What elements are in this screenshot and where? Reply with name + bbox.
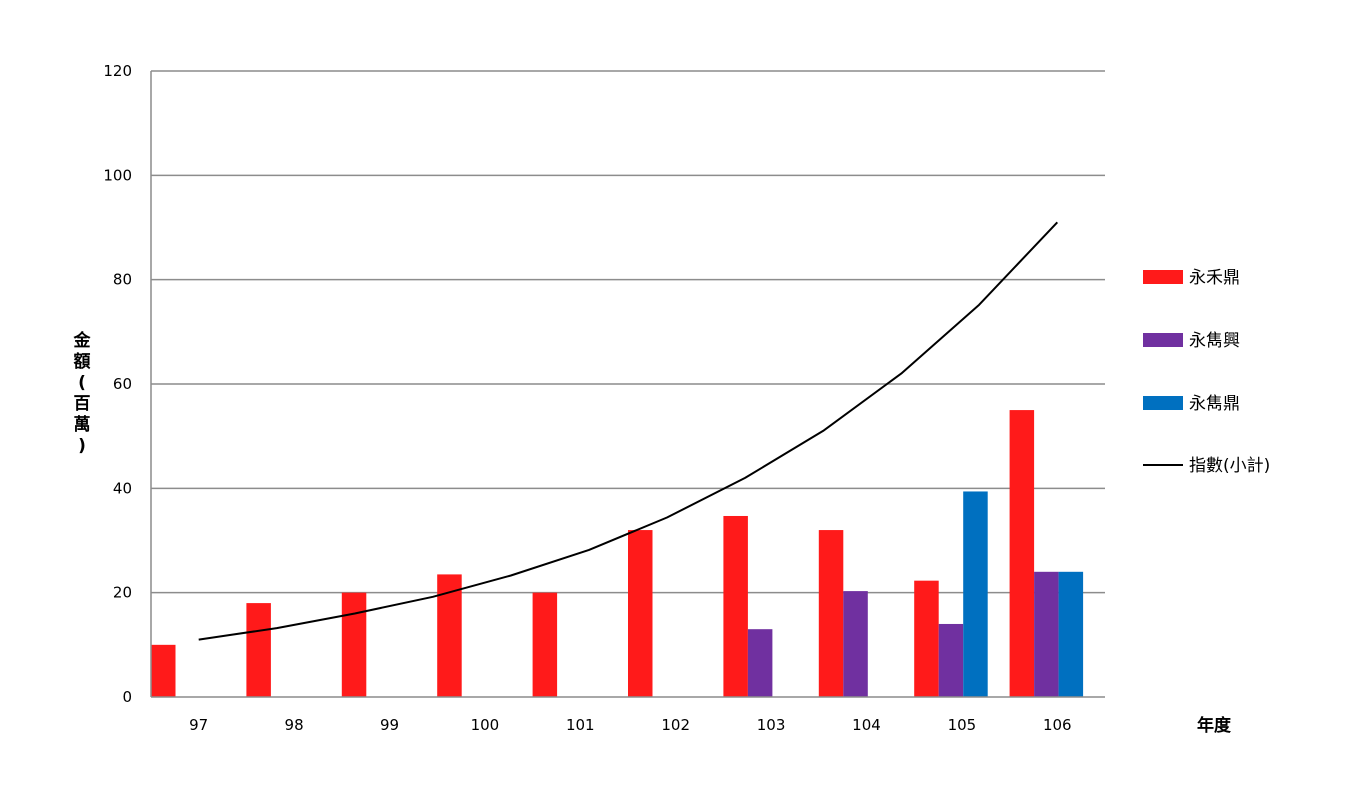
bar xyxy=(963,491,988,697)
bar xyxy=(341,592,367,697)
legend-swatch xyxy=(1143,396,1183,410)
y-axis-title-char: ( xyxy=(78,373,86,393)
y-tick-label: 120 xyxy=(103,62,132,80)
bar xyxy=(843,591,868,697)
bar xyxy=(532,592,558,697)
bar xyxy=(914,580,939,697)
y-axis-title-char: 額 xyxy=(73,351,91,372)
bar xyxy=(723,515,748,697)
bar xyxy=(1034,571,1059,697)
axes xyxy=(150,71,1105,698)
bar xyxy=(818,530,844,697)
x-tick-label: 97 xyxy=(189,716,208,734)
gridlines xyxy=(151,70,1105,594)
bar xyxy=(628,530,653,697)
legend-label: 永雋鼎 xyxy=(1189,394,1240,414)
x-tick-label: 99 xyxy=(380,716,399,734)
legend-label: 永禾鼎 xyxy=(1189,268,1240,288)
x-tick-label: 100 xyxy=(471,716,500,734)
y-tick-label: 60 xyxy=(113,375,132,393)
y-tick-label: 80 xyxy=(113,271,132,289)
y-tick-label: 20 xyxy=(113,584,132,602)
x-tick-label: 103 xyxy=(757,716,786,734)
y-tick-label: 0 xyxy=(122,688,132,706)
legend-label: 指數(小計) xyxy=(1189,456,1270,476)
y-axis-title-char: 百 xyxy=(74,394,91,414)
x-tick-labels: 97 98 99 100 101 102 103 104 105 106 xyxy=(189,716,1071,734)
bar xyxy=(1009,410,1035,697)
bars xyxy=(151,410,1084,697)
x-tick-label: 105 xyxy=(948,716,977,734)
trendline-group xyxy=(198,221,1059,641)
x-tick-label: 98 xyxy=(285,716,304,734)
y-tick-label: 100 xyxy=(103,166,132,184)
bar xyxy=(747,629,773,697)
y-axis-title: 金額(百萬) xyxy=(73,330,92,456)
bar xyxy=(151,644,176,697)
y-axis-title-char: ) xyxy=(78,436,86,456)
x-tick-label: 102 xyxy=(661,716,690,734)
y-tick-label: 40 xyxy=(113,479,132,497)
y-axis-title-char: 萬 xyxy=(74,414,91,435)
x-axis-title: 年度 xyxy=(1197,715,1232,736)
x-tick-label: 106 xyxy=(1043,716,1072,734)
x-tick-label: 104 xyxy=(852,716,881,734)
bar xyxy=(246,603,271,697)
x-tick-label: 101 xyxy=(566,716,595,734)
bar xyxy=(938,623,964,697)
bar xyxy=(1058,571,1084,697)
trendline xyxy=(198,221,1059,641)
y-tick-labels: 0 20 40 60 80 100 120 xyxy=(103,62,132,706)
legend-swatch xyxy=(1143,270,1183,284)
legend-label: 永雋興 xyxy=(1189,331,1240,351)
legend-swatch xyxy=(1143,333,1183,347)
y-axis-title-char: 金 xyxy=(73,330,92,351)
